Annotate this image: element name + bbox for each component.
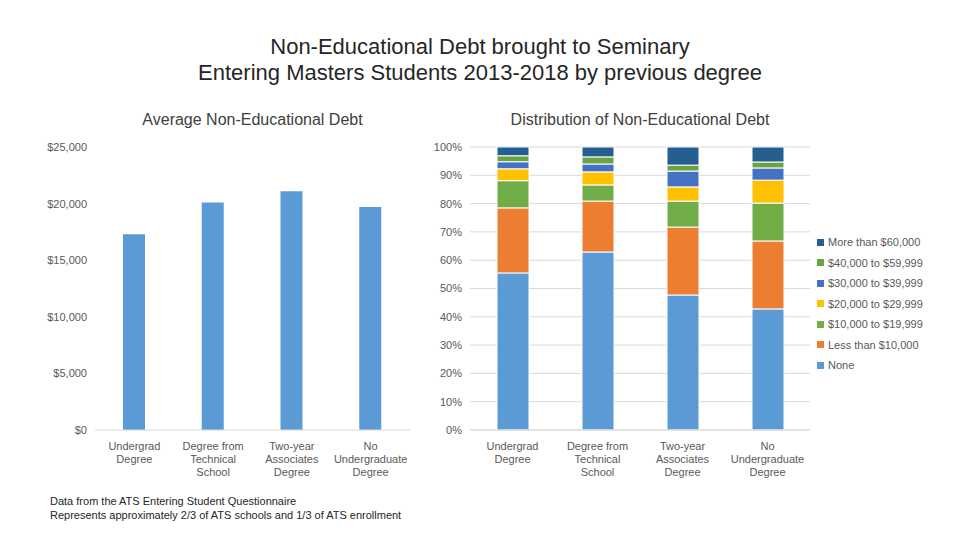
html-text:None: None bbox=[828, 359, 855, 372]
svg-text:50%: 50% bbox=[440, 282, 462, 294]
svg-text:100%: 100% bbox=[434, 141, 462, 153]
html-text:$10,000 to $19,999: $10,000 to $19,999 bbox=[828, 318, 923, 331]
html-text:Average Non-Educational Debt: Average Non-Educational Debt bbox=[142, 111, 363, 128]
html-text:Non-Educational Debt brought t: Non-Educational Debt brought to Seminary bbox=[270, 34, 690, 59]
html-text:Less than $10,000: Less than $10,000 bbox=[828, 338, 919, 351]
svg-text:Degree fromTechnicalSchool: Degree fromTechnicalSchool bbox=[183, 440, 244, 478]
svg-text:0%: 0% bbox=[446, 424, 462, 436]
svg-text:$15,000: $15,000 bbox=[47, 254, 87, 266]
html-text:$20,000 to $29,999: $20,000 to $29,999 bbox=[828, 297, 923, 310]
svg-text:Degree fromTechnicalSchool: Degree fromTechnicalSchool bbox=[567, 440, 628, 478]
svg-text:20%: 20% bbox=[440, 367, 462, 379]
svg-text:UndergradDegree: UndergradDegree bbox=[108, 440, 160, 465]
svg-text:70%: 70% bbox=[440, 226, 462, 238]
svg-text:Two-yearAssociatesDegree: Two-yearAssociatesDegree bbox=[656, 440, 710, 478]
svg-text:$20,000: $20,000 bbox=[47, 198, 87, 210]
html-text:More than $60,000: More than $60,000 bbox=[828, 236, 921, 249]
html-text:Represents approximately 2/3 o: Represents approximately 2/3 of ATS scho… bbox=[50, 509, 402, 521]
svg-text:90%: 90% bbox=[440, 169, 462, 181]
svg-text:$5,000: $5,000 bbox=[53, 367, 87, 379]
svg-text:80%: 80% bbox=[440, 198, 462, 210]
svg-text:60%: 60% bbox=[440, 254, 462, 266]
html-text:$40,000 to $59,999: $40,000 to $59,999 bbox=[828, 256, 923, 269]
svg-text:$25,000: $25,000 bbox=[47, 141, 87, 153]
html-text:Data from the ATS Entering Stu: Data from the ATS Entering Student Quest… bbox=[50, 495, 297, 507]
svg-text:10%: 10% bbox=[440, 396, 462, 408]
svg-text:Two-yearAssociatesDegree: Two-yearAssociatesDegree bbox=[265, 440, 319, 478]
svg-text:$10,000: $10,000 bbox=[47, 311, 87, 323]
svg-text:NoUndergraduateDegree: NoUndergraduateDegree bbox=[731, 440, 804, 478]
svg-text:40%: 40% bbox=[440, 311, 462, 323]
svg-text:30%: 30% bbox=[440, 339, 462, 351]
html-text:Entering Masters Students 2013: Entering Masters Students 2013-2018 by p… bbox=[198, 60, 762, 85]
html-text:$30,000 to $39,999: $30,000 to $39,999 bbox=[828, 277, 923, 290]
svg-text:NoUndergraduateDegree: NoUndergraduateDegree bbox=[334, 440, 407, 478]
svg-text:$0: $0 bbox=[75, 424, 87, 436]
svg-text:UndergradDegree: UndergradDegree bbox=[487, 440, 539, 465]
html-text:Distribution of Non-Educationa: Distribution of Non-Educational Debt bbox=[510, 111, 770, 128]
